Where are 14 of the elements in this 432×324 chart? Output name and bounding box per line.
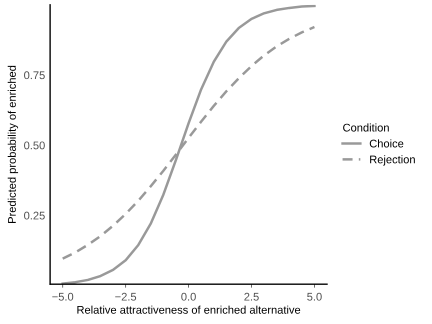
x-tick-label: 5.0	[307, 292, 322, 301]
legend-label: Rejection	[370, 155, 415, 166]
legend-title: Condition	[343, 123, 389, 132]
x-tick-label: 2.5	[244, 292, 259, 301]
x-axis-title: Relative attractiveness of enriched alternative	[77, 306, 300, 314]
x-tick-label: −5.0	[52, 292, 74, 301]
y-tick-label: 0.50	[24, 141, 45, 150]
y-tick-label: 0.25	[24, 212, 45, 220]
line-series	[61, 4, 316, 284]
x-tick-label: −2.5	[115, 292, 136, 301]
x-tick-label: 0.0	[181, 292, 196, 301]
y-tick-label: 0.75	[24, 71, 45, 80]
y-axis-title: Predicted probability of enriched	[8, 66, 18, 223]
legend-label: Choice	[370, 139, 404, 148]
